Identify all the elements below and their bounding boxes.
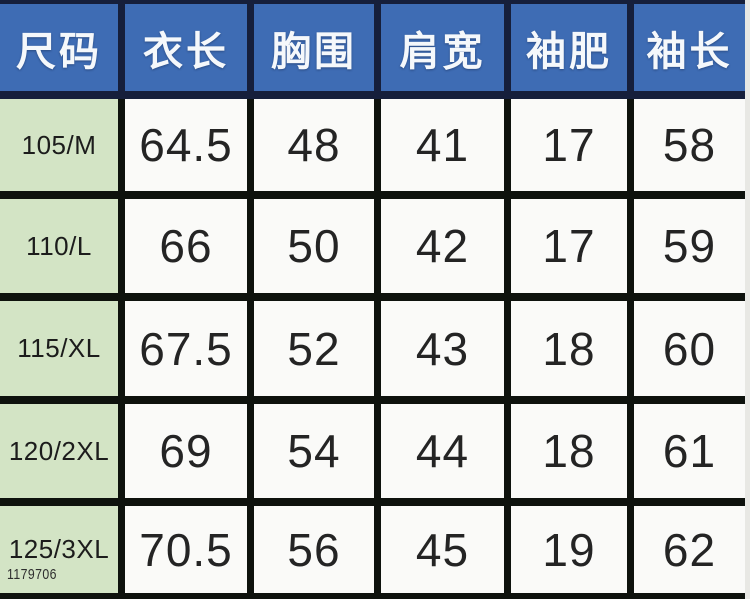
value-cell: 43 — [381, 301, 504, 396]
header-sleeve-length: 袖长 — [634, 4, 745, 91]
value-cell: 58 — [634, 99, 745, 191]
header-chest: 胸围 — [254, 4, 374, 91]
size-cell: 125/3XL — [0, 506, 118, 593]
value-cell: 54 — [254, 404, 374, 498]
size-cell: 110/L — [0, 199, 118, 293]
value-cell: 64.5 — [125, 99, 247, 191]
value-cell: 48 — [254, 99, 374, 191]
header-size: 尺码 — [0, 4, 118, 91]
value-cell: 60 — [634, 301, 745, 396]
size-cell: 120/2XL — [0, 404, 118, 498]
value-cell: 62 — [634, 506, 745, 593]
value-cell: 44 — [381, 404, 504, 498]
size-cell: 115/XL — [0, 301, 118, 396]
header-sleeve-width: 袖肥 — [511, 4, 627, 91]
value-cell: 59 — [634, 199, 745, 293]
value-cell: 18 — [511, 301, 627, 396]
header-garment-length: 衣长 — [125, 4, 247, 91]
value-cell: 56 — [254, 506, 374, 593]
value-cell: 52 — [254, 301, 374, 396]
value-cell: 19 — [511, 506, 627, 593]
header-shoulder: 肩宽 — [381, 4, 504, 91]
size-cell: 105/M — [0, 99, 118, 191]
value-cell: 17 — [511, 199, 627, 293]
value-cell: 66 — [125, 199, 247, 293]
value-cell: 45 — [381, 506, 504, 593]
value-cell: 42 — [381, 199, 504, 293]
value-cell: 61 — [634, 404, 745, 498]
value-cell: 18 — [511, 404, 627, 498]
value-cell: 69 — [125, 404, 247, 498]
value-cell: 67.5 — [125, 301, 247, 396]
value-cell: 17 — [511, 99, 627, 191]
value-cell: 41 — [381, 99, 504, 191]
watermark-id: 1179706 — [7, 566, 57, 583]
value-cell: 50 — [254, 199, 374, 293]
value-cell: 70.5 — [125, 506, 247, 593]
